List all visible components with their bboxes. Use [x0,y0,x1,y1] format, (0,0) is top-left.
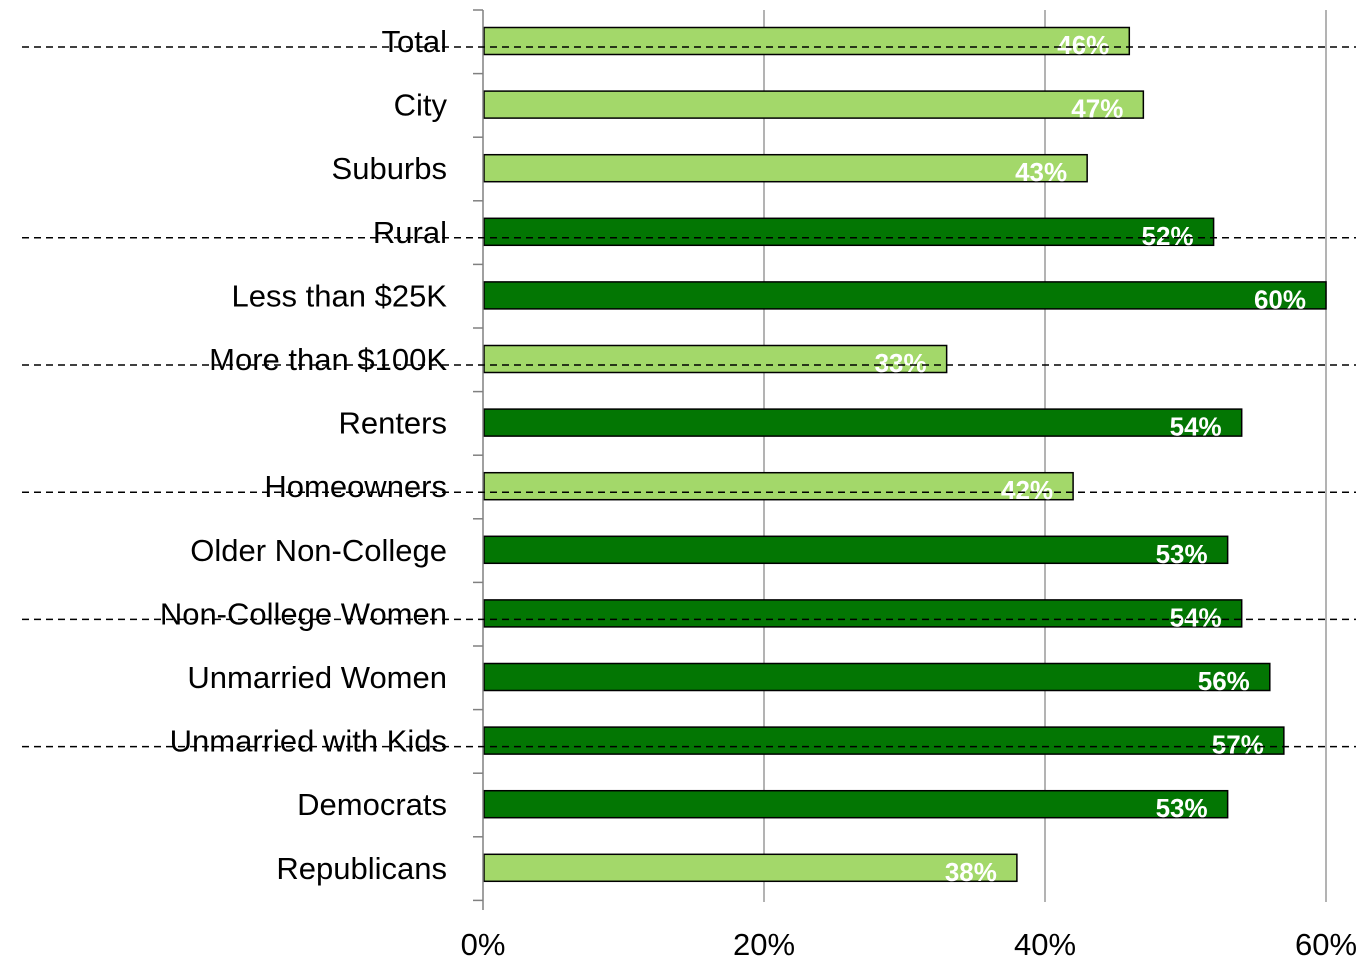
category-label: Total [382,24,447,59]
category-label: Unmarried Women [187,660,447,695]
category-label: Homeowners [264,469,447,504]
data-label: 53% [1156,539,1208,569]
bar [483,853,1018,883]
category-label: Suburbs [332,151,447,186]
x-tick-label: 60% [1295,927,1357,962]
category-label: Unmarried with Kids [170,724,447,759]
category-label: Republicans [276,851,447,886]
data-label: 56% [1198,666,1250,696]
data-label: 33% [875,348,927,378]
bar [483,408,1243,437]
category-label: Renters [338,406,447,441]
category-label: More than $100K [209,342,447,377]
category-axis [473,9,484,910]
bar [483,217,1215,247]
data-label: 38% [945,857,997,887]
x-tick-labels: 0% 20% 40% 60% [461,927,1357,962]
bar [483,726,1285,755]
gridlines [763,10,1327,902]
x-tick-label: 20% [733,927,795,962]
data-label: 43% [1015,157,1067,187]
data-label: 54% [1170,602,1222,632]
data-label: 42% [1001,475,1053,505]
bar [483,599,1243,628]
bar [483,344,948,374]
x-tick-label: 40% [1014,927,1076,962]
category-label: Non-College Women [160,596,447,631]
category-label: City [394,88,448,123]
category-label: Older Non-College [190,533,447,568]
data-label: 46% [1057,30,1109,60]
bar [483,471,1074,501]
x-tick-label: 0% [461,927,506,962]
group-separators [22,46,1356,748]
bar [483,535,1229,565]
data-labels: 46% 47% 43% 52% 60% 33% 54% 42% 53% 54% 56% 57% 53% 3… [875,30,1306,887]
category-label: Democrats [297,787,447,822]
bars [483,26,1327,883]
data-label: 53% [1156,793,1208,823]
bar [483,26,1131,56]
category-labels: Total City Suburbs Rural Less than $25K More … [160,24,448,886]
category-label: Less than $25K [232,278,448,313]
data-label: 60% [1254,284,1306,314]
category-label: Rural [373,215,447,250]
bar [483,789,1229,819]
data-label: 52% [1142,221,1194,251]
bar [483,90,1145,119]
data-label: 57% [1212,730,1264,760]
data-label: 47% [1071,94,1123,124]
bar [483,153,1088,183]
data-label: 54% [1170,412,1222,442]
bar [483,662,1271,692]
bar [483,281,1327,310]
